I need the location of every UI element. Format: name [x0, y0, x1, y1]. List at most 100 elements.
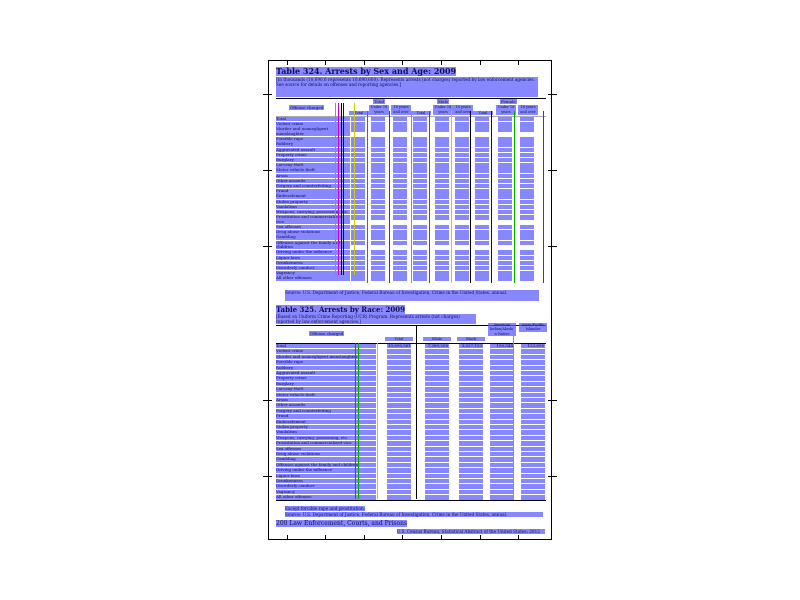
value-cell: [413, 127, 427, 132]
value-cell: [435, 271, 449, 276]
row-label: Other assaults: [276, 178, 350, 184]
value-cell: [371, 225, 385, 230]
value-cell: [371, 147, 385, 152]
row-label: Motor vehicle theft: [276, 167, 350, 173]
value-cell: [475, 230, 489, 235]
table-324-title: Table 324. Arrests by Sex and Age: 2009: [276, 67, 457, 76]
value-cell: [351, 147, 365, 152]
value-cell: [521, 414, 545, 419]
value-cell: [393, 271, 407, 276]
value-cell: [351, 225, 365, 230]
value-cell: [459, 473, 483, 478]
value-cell: [371, 210, 385, 215]
value-cell: [459, 452, 483, 457]
row-label: Drug abuse violations: [276, 451, 376, 457]
value-cell: [413, 230, 427, 235]
value-cell: [387, 479, 411, 484]
ruler-tick: [548, 94, 557, 95]
column-divider: [491, 111, 492, 283]
value-cell: [425, 457, 449, 462]
column-divider: [358, 343, 359, 499]
table-324-headnote: [In thousands (10,690.6 represents 10,69…: [276, 77, 538, 97]
value-cell: [371, 204, 385, 210]
value-cell: [425, 360, 449, 365]
row-label: Other assaults: [276, 402, 376, 408]
row-label: Aggravated assault: [276, 147, 350, 152]
value-cell: [387, 430, 411, 435]
value-cell: [371, 255, 385, 260]
row-label: Arson: [276, 173, 350, 178]
value-cell: [435, 215, 449, 220]
value-cell: [490, 419, 514, 424]
value-cell: [498, 260, 512, 266]
row-label: Offenses against the family and children: [276, 240, 350, 250]
value-cell: [498, 204, 512, 210]
value-cell: [459, 365, 483, 370]
value-cell: [459, 468, 483, 473]
value-cell: [521, 398, 545, 403]
value-cell: [393, 147, 407, 152]
value-cell: [455, 168, 469, 173]
value-cell: [393, 189, 407, 194]
column-divider: [389, 111, 390, 283]
row-label: Total: [276, 116, 350, 122]
value-cell: [521, 425, 545, 430]
value-cell: [387, 365, 411, 370]
value-cell: [351, 117, 365, 122]
row-label: Disorderly conduct: [276, 265, 350, 271]
ruler-tick: [287, 60, 288, 65]
value-cell: [387, 414, 411, 419]
value-cell: 3,027,153: [459, 343, 483, 349]
value-cell: [498, 215, 512, 220]
value-cell: [435, 147, 449, 152]
value-cell: [387, 387, 411, 392]
value-cell: [351, 194, 365, 199]
value-cell: [351, 199, 365, 204]
value-cell: [387, 446, 411, 451]
value-cell: [371, 122, 385, 127]
value-cell: [490, 376, 514, 381]
value-cell: [393, 178, 407, 184]
value-cell: [413, 240, 427, 245]
value-cell: [435, 276, 449, 281]
value-cell: [435, 199, 449, 204]
value-cell: [413, 189, 427, 194]
ruler-tick: [480, 60, 481, 65]
column-header: White: [423, 337, 451, 342]
value-cell: [351, 210, 365, 215]
value-cell: 7,389,208: [425, 343, 449, 349]
row-label: Prostitution and commercialized vice: [276, 215, 350, 224]
value-cell: [520, 225, 534, 230]
value-cell: [413, 117, 427, 122]
value-cell: [475, 189, 489, 194]
value-cell: [393, 127, 407, 132]
value-cell: [425, 376, 449, 381]
value-cell: [498, 210, 512, 215]
value-cell: [521, 349, 545, 354]
value-cell: [371, 173, 385, 178]
row-label: Vandalism: [276, 429, 376, 435]
ruler-tick: [518, 535, 519, 540]
value-cell: [425, 495, 449, 500]
value-cell: [521, 457, 545, 462]
value-cell: [425, 484, 449, 489]
value-cell: [435, 117, 449, 122]
value-cell: [475, 271, 489, 276]
value-cell: [490, 495, 514, 500]
ruler-tick: [518, 60, 519, 65]
column-header: American Indian/Alaskan Native: [488, 323, 516, 337]
column-header: 18 years and over: [518, 105, 538, 115]
value-cell: [413, 271, 427, 276]
value-cell: 10,690,561: [387, 343, 411, 349]
value-cell: [413, 168, 427, 173]
column-divider: [355, 343, 356, 499]
value-cell: [351, 189, 365, 194]
row-label: Arson: [276, 397, 376, 403]
row-label: Drunkenness: [276, 478, 376, 484]
column-header: Total: [473, 111, 493, 115]
value-cell: [413, 147, 427, 152]
value-cell: [521, 387, 545, 392]
value-cell: [520, 271, 534, 276]
value-cell: [490, 468, 514, 473]
value-cell: [498, 266, 512, 271]
